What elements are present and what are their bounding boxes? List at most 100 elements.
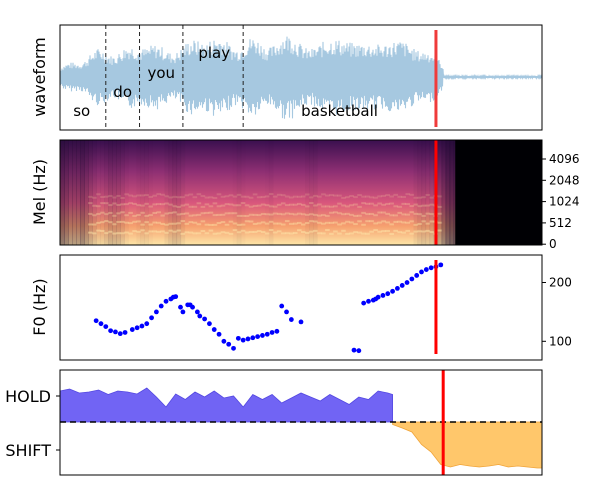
f0-point bbox=[158, 303, 164, 309]
mel-harmonic bbox=[425, 204, 431, 207]
f0-point bbox=[250, 335, 256, 341]
mel-harmonic bbox=[425, 193, 431, 196]
mel-harmonic bbox=[429, 220, 435, 223]
mel-harmonic bbox=[272, 205, 278, 208]
mel-harmonic bbox=[240, 214, 246, 217]
mel-harmonic bbox=[389, 214, 394, 217]
mel-harmonic bbox=[280, 213, 286, 216]
mel-harmonic bbox=[248, 213, 254, 216]
mel-harmonic bbox=[301, 213, 306, 216]
mel-harmonic bbox=[317, 203, 322, 206]
mel-harmonic bbox=[421, 214, 427, 217]
mel-harmonic bbox=[421, 230, 427, 233]
mel-harmonic bbox=[108, 211, 113, 214]
mel-column bbox=[112, 140, 117, 245]
mel-harmonic bbox=[309, 230, 314, 233]
mel-harmonic bbox=[393, 229, 398, 232]
mel-harmonic bbox=[284, 232, 290, 235]
mel-harmonic bbox=[373, 229, 378, 232]
mel-harmonic bbox=[373, 214, 378, 217]
mel-harmonic bbox=[240, 229, 246, 232]
mel-harmonic bbox=[284, 204, 290, 207]
mel-harmonic bbox=[357, 194, 362, 197]
mel-harmonic bbox=[140, 194, 145, 197]
mel-harmonic bbox=[184, 194, 190, 197]
f0-point bbox=[284, 309, 289, 315]
mel-harmonic bbox=[292, 222, 298, 225]
f0-point bbox=[216, 331, 222, 337]
f0-point bbox=[103, 324, 109, 330]
word-label-3: play bbox=[198, 44, 230, 62]
mel-harmonic bbox=[240, 195, 246, 198]
word-label-4: basketball bbox=[301, 102, 378, 120]
mel-ytick-2: 1024 bbox=[549, 195, 580, 209]
f0-point bbox=[134, 325, 140, 331]
mel-harmonic bbox=[152, 221, 157, 224]
f0-point bbox=[173, 294, 179, 300]
mel-harmonic bbox=[268, 229, 274, 232]
mel-harmonic bbox=[140, 229, 145, 232]
f0-point bbox=[361, 300, 367, 306]
f0-point bbox=[423, 267, 429, 272]
mel-harmonic bbox=[92, 223, 97, 226]
f0-point bbox=[190, 304, 195, 310]
f0-point bbox=[269, 330, 275, 335]
mel-column bbox=[429, 140, 435, 245]
mel-harmonic bbox=[284, 220, 290, 223]
mel-column bbox=[104, 140, 109, 245]
mel-harmonic bbox=[409, 193, 415, 196]
turn-frame bbox=[59, 369, 543, 476]
mel-harmonic bbox=[160, 203, 166, 206]
f0-point bbox=[390, 288, 395, 294]
mel-harmonic bbox=[204, 203, 210, 206]
mel-harmonic bbox=[88, 202, 93, 205]
mel-harmonic bbox=[389, 223, 394, 226]
mel-column bbox=[164, 140, 170, 245]
mel-harmonic bbox=[296, 221, 302, 224]
mel-harmonic bbox=[236, 231, 242, 234]
mel-harmonic bbox=[148, 223, 153, 226]
mel-harmonic bbox=[128, 202, 133, 205]
f0-point bbox=[113, 329, 118, 335]
mel-harmonic bbox=[425, 229, 431, 232]
mel-harmonic bbox=[268, 193, 274, 196]
mel-harmonic bbox=[192, 196, 198, 199]
f0-point bbox=[197, 313, 203, 319]
mel-harmonic bbox=[172, 230, 178, 233]
mel-harmonic bbox=[204, 232, 210, 235]
mel-harmonic bbox=[329, 211, 334, 214]
mel-harmonic bbox=[357, 231, 362, 234]
mel-harmonic bbox=[172, 205, 178, 208]
f0-point bbox=[356, 348, 362, 354]
mel-harmonic bbox=[168, 196, 174, 199]
f0-point bbox=[207, 321, 212, 327]
mel-harmonic bbox=[296, 202, 302, 205]
f0-point bbox=[260, 333, 265, 338]
mel-harmonic bbox=[244, 204, 250, 207]
mel-ytick-1: 2048 bbox=[549, 173, 580, 187]
shift-area bbox=[392, 421, 542, 469]
mel-harmonic bbox=[120, 232, 125, 235]
mel-harmonic bbox=[248, 196, 254, 199]
f0-point bbox=[226, 341, 232, 347]
mel-harmonic bbox=[421, 196, 427, 199]
mel-harmonic bbox=[104, 220, 109, 223]
mel-harmonic bbox=[409, 211, 415, 214]
word-label-0: so bbox=[73, 102, 90, 120]
mel-harmonic bbox=[309, 202, 314, 205]
mel-harmonic bbox=[377, 211, 382, 214]
f0-point bbox=[375, 294, 381, 300]
mel-harmonic bbox=[212, 232, 218, 235]
mel-column bbox=[441, 140, 447, 245]
mel-column bbox=[120, 140, 125, 245]
mel-harmonic bbox=[136, 204, 141, 207]
mel-harmonic bbox=[385, 194, 390, 197]
f0-point bbox=[149, 315, 154, 321]
mel-harmonic bbox=[128, 194, 133, 197]
mel-harmonic bbox=[276, 230, 282, 233]
mel-harmonic bbox=[192, 214, 198, 217]
mel-harmonic bbox=[116, 220, 121, 223]
mel-harmonic bbox=[216, 232, 222, 235]
mel-harmonic bbox=[148, 214, 153, 217]
mel-harmonic bbox=[100, 196, 105, 199]
